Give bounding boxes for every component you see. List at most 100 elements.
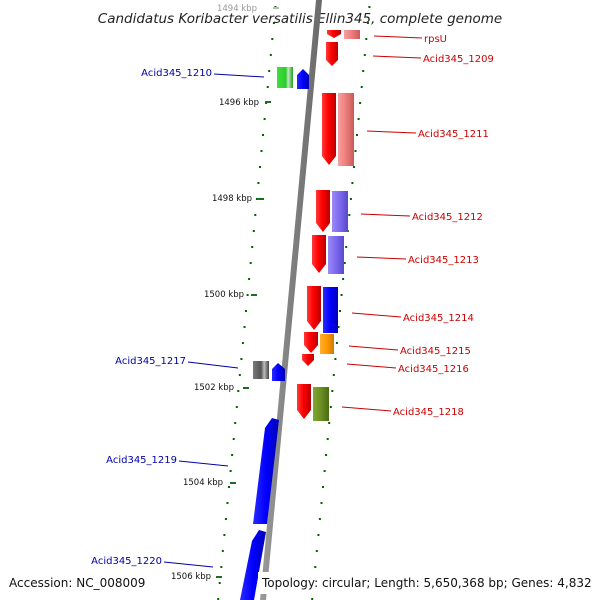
track-dot	[272, 22, 275, 24]
track-dot	[231, 454, 234, 456]
tick-label-1496: 1496 kbp	[219, 98, 259, 108]
track-dot	[234, 422, 237, 424]
gene-label-acid345-1214[interactable]: Acid345_1214	[403, 313, 474, 324]
leader-acid345-1218	[341, 406, 392, 412]
track-dot	[217, 598, 220, 600]
track-dot	[226, 502, 229, 504]
leader-acid345-1209	[372, 55, 422, 59]
forward-strand-genes	[297, 30, 360, 421]
gene-acid345-1212-arrow[interactable]	[316, 190, 330, 232]
tick-label-1502: 1502 kbp	[194, 383, 234, 393]
track-dot	[237, 390, 240, 392]
track-dot	[255, 198, 258, 200]
track-dot	[223, 534, 226, 536]
gene-acid345-1219-arrow[interactable]	[253, 418, 279, 524]
reverse-gene-labels: Acid345_1210 Acid345_1217 Acid345_1219 A…	[91, 68, 265, 568]
track-dot	[329, 406, 332, 408]
leader-acid345-1211	[366, 130, 417, 134]
gene-label-rpsU[interactable]: rpsU	[424, 34, 447, 45]
leader-acid345-1220	[163, 561, 214, 568]
gene-acid345-1213-feature[interactable]	[328, 236, 344, 274]
gene-label-acid345-1215[interactable]: Acid345_1215	[400, 346, 471, 357]
track-dot	[326, 438, 329, 440]
track-dot	[320, 502, 323, 504]
track-dot	[248, 278, 251, 280]
track-dot	[245, 310, 247, 312]
gene-acid345-1214-arrow[interactable]	[307, 286, 321, 330]
track-dot	[366, 22, 369, 24]
track-dot	[349, 198, 352, 200]
track-dot	[342, 278, 345, 280]
leader-acid345-1212	[360, 213, 411, 217]
gene-acid345-1217-feature[interactable]	[253, 361, 269, 379]
reverse-strand-genes	[240, 67, 309, 600]
track-dot	[260, 150, 263, 152]
gene-acid345-1218-feature[interactable]	[313, 387, 329, 421]
gene-label-acid345-1219[interactable]: Acid345_1219	[106, 455, 177, 466]
track-dot	[268, 70, 271, 72]
track-dot	[220, 566, 223, 568]
accession-backdrop	[0, 572, 150, 594]
gene-acid345-1210-arrow[interactable]	[297, 69, 309, 89]
leader-acid345-1216	[346, 363, 397, 369]
track-dot	[254, 214, 257, 216]
track-dot	[311, 598, 314, 600]
track-dot	[322, 486, 324, 488]
gene-acid345-1211-feature[interactable]	[338, 93, 354, 166]
track-dot	[314, 566, 317, 568]
track-dot	[357, 118, 360, 120]
gene-acid345-1218-arrow[interactable]	[297, 384, 311, 419]
track-dot	[368, 6, 371, 8]
forward-gene-labels: rpsU Acid345_1209 Acid345_1211 Acid345_1…	[341, 34, 494, 418]
track-dot	[228, 486, 230, 488]
gene-acid345-1215-arrow[interactable]	[304, 332, 318, 353]
leader-acid345-1219	[178, 460, 229, 467]
gene-acid345-1215-feature[interactable]	[320, 334, 334, 354]
gene-label-acid345-1209[interactable]: Acid345_1209	[423, 54, 494, 65]
track-dot	[257, 182, 260, 184]
track-dot	[318, 518, 321, 520]
gene-rpsU-arrow[interactable]	[327, 30, 341, 38]
track-dot	[317, 534, 320, 536]
track-dot	[259, 166, 261, 168]
tick-label-1500: 1500 kbp	[204, 290, 244, 300]
track-dot	[241, 342, 244, 344]
track-dot	[246, 294, 249, 296]
gene-label-acid345-1216[interactable]: Acid345_1216	[398, 364, 469, 375]
gene-label-acid345-1210[interactable]: Acid345_1210	[141, 68, 212, 79]
tick-label-1504: 1504 kbp	[183, 478, 223, 488]
track-dot	[340, 294, 343, 296]
track-dot	[362, 70, 365, 72]
gene-acid345-1209-arrow[interactable]	[326, 42, 338, 66]
gene-label-acid345-1211[interactable]: Acid345_1211	[418, 129, 489, 140]
track-dot	[243, 326, 246, 328]
gene-acid345-1212-feature[interactable]	[332, 191, 348, 232]
track-dot	[351, 182, 354, 184]
gene-label-acid345-1217[interactable]: Acid345_1217	[115, 356, 186, 367]
gene-acid345-1217-arrow[interactable]	[272, 363, 285, 381]
gene-label-acid345-1212[interactable]: Acid345_1212	[412, 212, 483, 223]
track-dot	[345, 246, 348, 248]
gene-label-acid345-1213[interactable]: Acid345_1213	[408, 255, 479, 266]
track-dot	[356, 134, 358, 136]
map-title: Candidatus Koribacter versatilis Ellin34…	[98, 11, 502, 27]
gene-acid345-1213-arrow[interactable]	[312, 235, 326, 273]
accession-text: Accession: NC_008009	[9, 576, 145, 590]
gene-rpsU-feature[interactable]	[344, 30, 360, 39]
track-dot	[221, 550, 224, 552]
gene-acid345-1220-arrow[interactable]	[240, 530, 266, 600]
track-dot	[229, 470, 232, 472]
track-dot	[328, 422, 331, 424]
track-dot	[262, 134, 264, 136]
gene-acid345-1216-arrow[interactable]	[302, 354, 314, 366]
topology-backdrop	[258, 572, 600, 594]
track-dot	[360, 86, 363, 88]
gene-acid345-1210-feature[interactable]	[277, 67, 293, 88]
gene-label-acid345-1220[interactable]: Acid345_1220	[91, 556, 162, 567]
track-dot	[232, 438, 235, 440]
gene-label-acid345-1218[interactable]: Acid345_1218	[393, 407, 464, 418]
track-dot	[325, 454, 328, 456]
track-dot	[238, 374, 241, 376]
gene-acid345-1214-feature[interactable]	[323, 287, 338, 333]
gene-acid345-1211-arrow[interactable]	[322, 93, 336, 165]
